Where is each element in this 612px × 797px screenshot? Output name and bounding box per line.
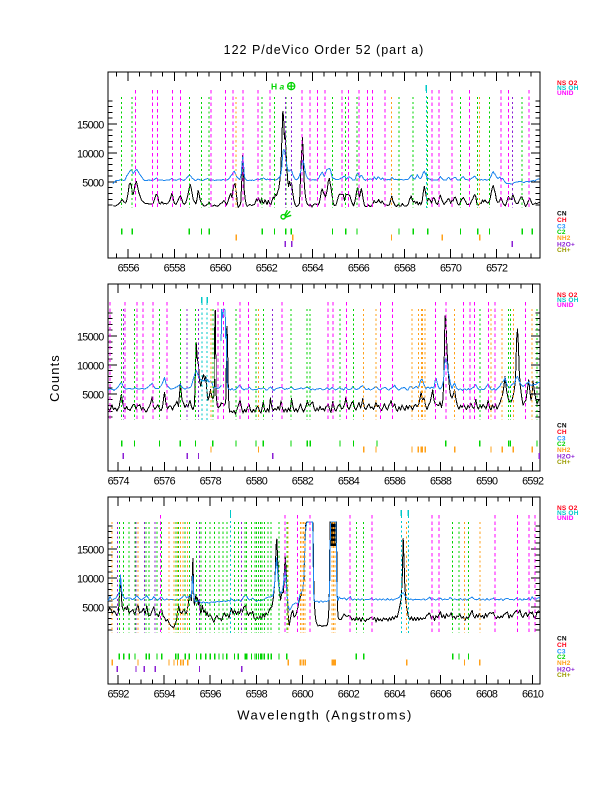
svg-text:6590: 6590 [476, 476, 498, 488]
svg-text:6582: 6582 [292, 476, 314, 488]
svg-text:6570: 6570 [440, 263, 462, 275]
svg-text:6610: 6610 [522, 689, 544, 701]
svg-text:6592: 6592 [522, 476, 544, 488]
svg-text:H2O+: H2O+ [557, 241, 575, 248]
svg-text:CN: CN [557, 422, 567, 429]
svg-text:10000: 10000 [77, 360, 104, 372]
svg-text:10000: 10000 [77, 148, 104, 160]
svg-text:C3: C3 [557, 648, 566, 655]
svg-text:CH: CH [557, 429, 567, 436]
svg-text:15000: 15000 [77, 545, 104, 557]
svg-text:NS OH: NS OH [557, 297, 579, 304]
svg-text:UNID: UNID [557, 515, 574, 522]
svg-text:NH2: NH2 [557, 235, 571, 242]
svg-text:6584: 6584 [338, 476, 360, 488]
svg-text:5000: 5000 [82, 602, 104, 614]
svg-text:Counts: Counts [47, 354, 62, 402]
svg-text:CH+: CH+ [557, 672, 571, 679]
svg-text:CH+: CH+ [557, 459, 571, 466]
svg-text:C3: C3 [557, 223, 566, 230]
svg-text:H2O+: H2O+ [557, 453, 575, 460]
svg-text:6572: 6572 [486, 263, 508, 275]
svg-text:6594: 6594 [154, 689, 176, 701]
svg-text:CN: CN [557, 635, 567, 642]
svg-text:5000: 5000 [82, 177, 104, 189]
svg-text:15000: 15000 [77, 120, 104, 132]
svg-text:6600: 6600 [292, 689, 314, 701]
svg-text:6588: 6588 [430, 476, 452, 488]
svg-text:10000: 10000 [77, 574, 104, 586]
svg-text:6598: 6598 [246, 689, 268, 701]
svg-text:6576: 6576 [154, 476, 176, 488]
svg-text:122 P/deVico Order 52 (part a): 122 P/deVico Order 52 (part a) [224, 43, 425, 57]
svg-text:NS O2: NS O2 [557, 80, 578, 87]
svg-text:Wavelength (Angstroms): Wavelength (Angstroms) [237, 708, 413, 723]
svg-text:NH2: NH2 [557, 660, 571, 667]
svg-text:6556: 6556 [118, 263, 140, 275]
svg-text:6562: 6562 [256, 263, 278, 275]
svg-text:6592: 6592 [107, 689, 129, 701]
svg-text:6586: 6586 [384, 476, 406, 488]
svg-text:C2: C2 [557, 654, 566, 661]
svg-text:6566: 6566 [348, 263, 370, 275]
svg-text:UNID: UNID [557, 90, 574, 97]
svg-text:6596: 6596 [200, 689, 222, 701]
svg-text:6574: 6574 [108, 476, 130, 488]
svg-text:H2O+: H2O+ [557, 666, 575, 673]
svg-text:NS OH: NS OH [557, 510, 579, 517]
svg-text:CN: CN [557, 210, 567, 217]
svg-text:NS O2: NS O2 [557, 292, 578, 299]
svg-text:C2: C2 [557, 229, 566, 236]
svg-text:6580: 6580 [246, 476, 268, 488]
svg-text:6608: 6608 [476, 689, 498, 701]
svg-text:6604: 6604 [384, 689, 406, 701]
svg-text:6602: 6602 [338, 689, 360, 701]
svg-text:NH2: NH2 [557, 447, 571, 454]
svg-text:6568: 6568 [394, 263, 416, 275]
svg-text:a: a [280, 82, 285, 92]
svg-text:H: H [271, 82, 277, 92]
svg-text:6560: 6560 [210, 263, 232, 275]
svg-text:6558: 6558 [164, 263, 186, 275]
svg-text:C3: C3 [557, 435, 566, 442]
svg-text:C2: C2 [557, 441, 566, 448]
svg-text:6606: 6606 [430, 689, 452, 701]
svg-text:CH: CH [557, 217, 567, 224]
svg-text:CH: CH [557, 642, 567, 649]
svg-text:5000: 5000 [82, 389, 104, 401]
svg-text:NS O2: NS O2 [557, 505, 578, 512]
svg-text:6564: 6564 [302, 263, 324, 275]
svg-text:NS OH: NS OH [557, 85, 579, 92]
svg-text:CH+: CH+ [557, 247, 571, 254]
svg-text:15000: 15000 [77, 332, 104, 344]
svg-text:UNID: UNID [557, 302, 574, 309]
svg-text:6578: 6578 [200, 476, 222, 488]
